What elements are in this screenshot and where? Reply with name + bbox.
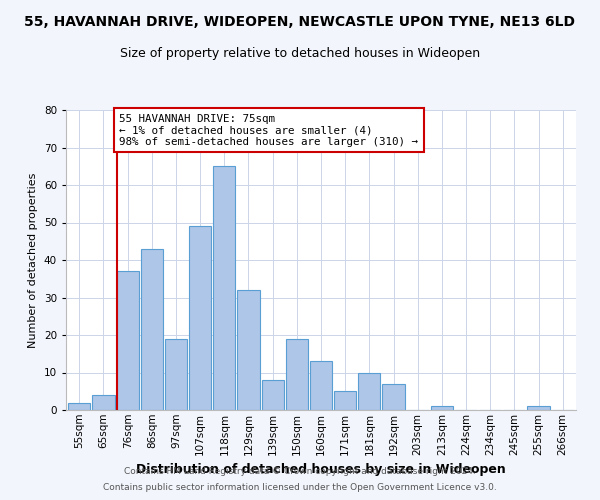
Bar: [431, 406, 453, 410]
Bar: [189, 226, 211, 410]
Y-axis label: Number of detached properties: Number of detached properties: [28, 172, 38, 348]
Bar: [382, 384, 404, 410]
Text: Contains HM Land Registry data © Crown copyright and database right 2024.: Contains HM Land Registry data © Crown c…: [124, 467, 476, 476]
X-axis label: Distribution of detached houses by size in Wideopen: Distribution of detached houses by size …: [136, 463, 506, 476]
Bar: [140, 248, 163, 410]
Bar: [92, 395, 115, 410]
Bar: [238, 290, 260, 410]
Bar: [116, 271, 139, 410]
Bar: [286, 339, 308, 410]
Bar: [262, 380, 284, 410]
Bar: [68, 402, 91, 410]
Text: 55 HAVANNAH DRIVE: 75sqm
← 1% of detached houses are smaller (4)
98% of semi-det: 55 HAVANNAH DRIVE: 75sqm ← 1% of detache…: [119, 114, 418, 147]
Bar: [165, 339, 187, 410]
Bar: [358, 372, 380, 410]
Bar: [310, 361, 332, 410]
Text: Contains public sector information licensed under the Open Government Licence v3: Contains public sector information licen…: [103, 484, 497, 492]
Bar: [527, 406, 550, 410]
Bar: [213, 166, 235, 410]
Text: 55, HAVANNAH DRIVE, WIDEOPEN, NEWCASTLE UPON TYNE, NE13 6LD: 55, HAVANNAH DRIVE, WIDEOPEN, NEWCASTLE …: [25, 15, 575, 29]
Text: Size of property relative to detached houses in Wideopen: Size of property relative to detached ho…: [120, 48, 480, 60]
Bar: [334, 391, 356, 410]
